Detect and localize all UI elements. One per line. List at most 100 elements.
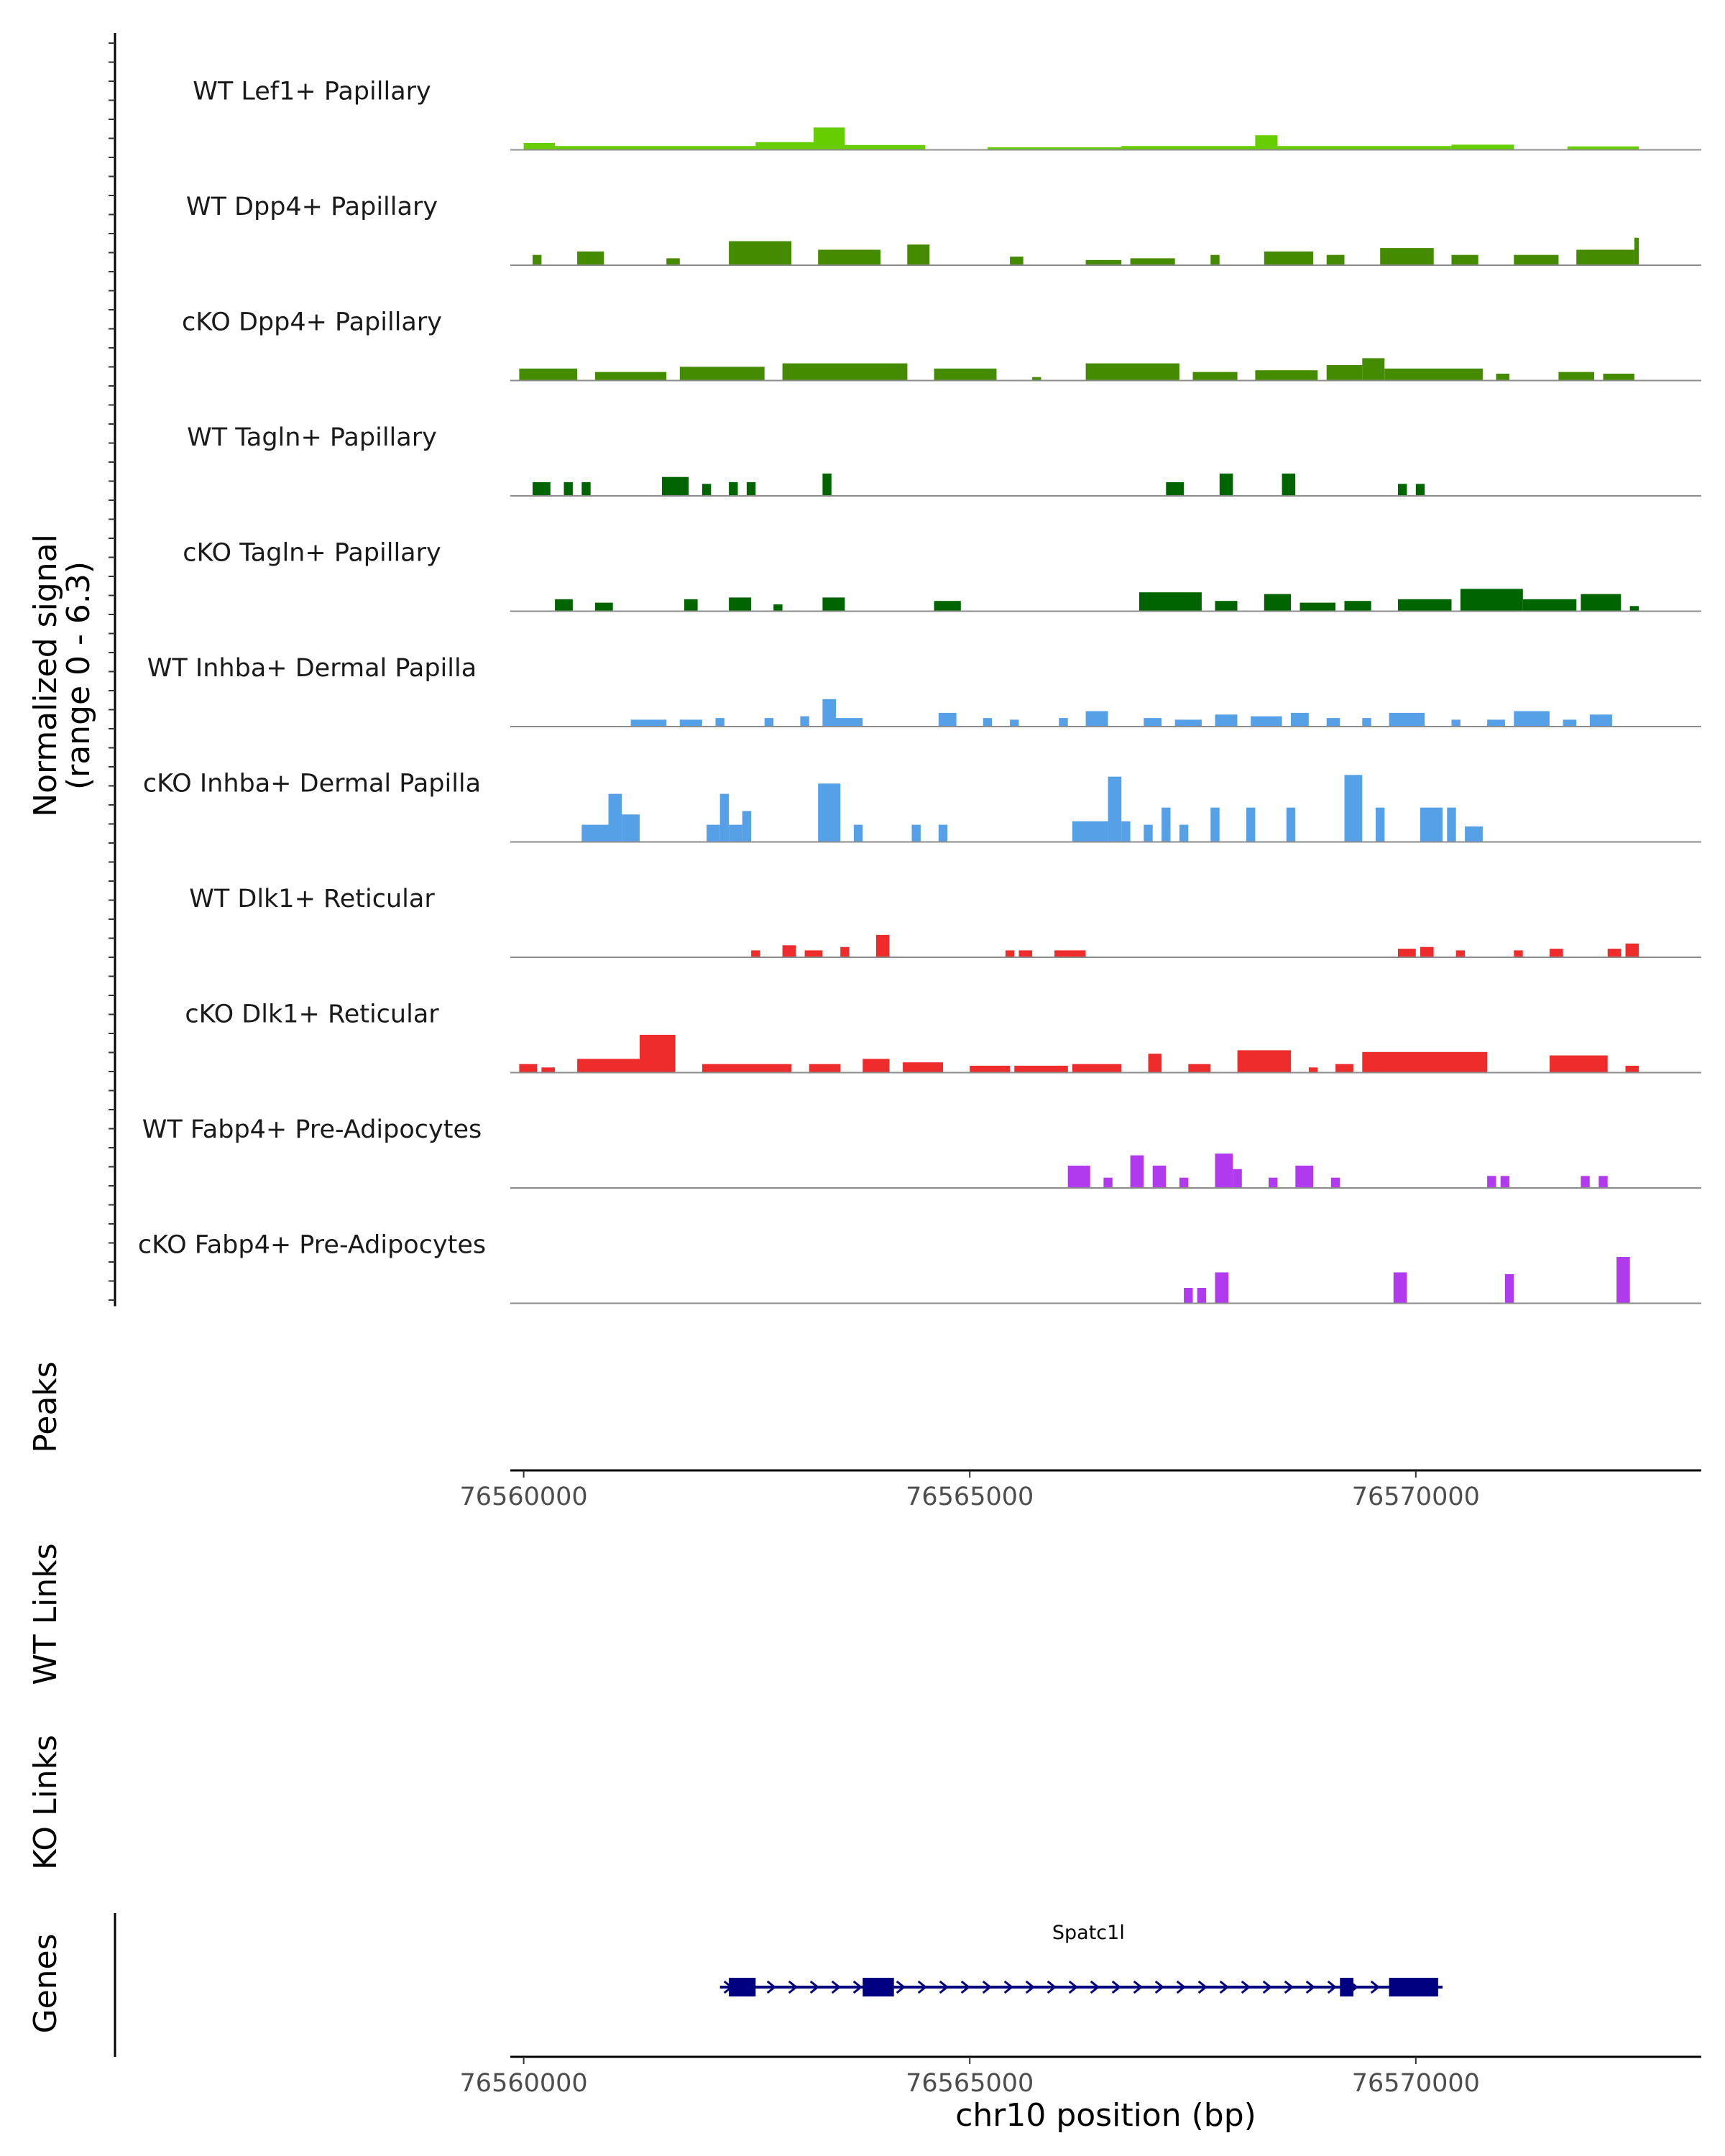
coverage-peak [1634,237,1639,265]
track-6: cKO Inhba+ Dermal Papilla [143,770,1701,843]
coverage-peak [1144,718,1162,727]
coverage-peak [822,473,832,496]
track-7: WT Dlk1+ Reticular [189,885,1701,958]
coverage-peak [1059,718,1068,727]
coverage-peak [1295,1165,1314,1188]
track-label: WT Dlk1+ Reticular [189,885,435,913]
coverage-peak [1625,943,1639,957]
y-label-line1: Normalized signal [27,534,64,817]
coverage-peak [1335,1064,1353,1073]
coverage-peak [679,367,765,381]
coverage-peak [702,484,712,496]
x-tick-label: 76570000 [1352,1483,1480,1511]
coverage-peak [1210,254,1220,265]
coverage-peak [845,144,926,150]
coverage-peak [1514,711,1550,727]
coverage-peak [782,363,908,381]
coverage-peak [1291,712,1309,727]
coverage-peak [581,824,609,842]
coverage-peak [1308,1067,1318,1073]
coverage-peak [541,1067,555,1073]
strand-arrow [1262,1980,1273,1994]
strand-arrow [896,1980,906,1994]
coverage-peak [1188,1064,1211,1073]
coverage-peak [782,945,796,957]
coverage-peak [684,599,698,612]
strand-arrow [982,1980,993,1994]
track-label: WT Lef1+ Papillary [193,78,431,106]
coverage-peak [594,602,613,612]
coverage-peak [809,1064,841,1073]
coverage-peak [1219,473,1233,496]
coverage-peak [764,718,774,727]
x-tick-label: 76570000 [1352,2069,1480,2098]
y-label-line2: (range 0 - 6.3) [60,561,97,790]
coverage-peak [1598,1176,1608,1188]
coverage-peak [862,1059,890,1073]
coverage-peak [907,244,930,265]
coverage-peak [1420,807,1443,842]
coverage-peak [755,142,814,150]
side-track-labels: Peaks WT Links KO Links Genes [27,1361,116,2057]
strand-arrow [917,1980,928,1994]
coverage-peak [1362,1051,1488,1073]
coverage-peak [1380,248,1434,265]
coverage-peak [564,482,573,496]
strand-arrow [788,1980,799,1994]
coverage-peak [1264,594,1291,612]
gene-exon [862,1978,894,1996]
strand-arrow [939,1980,949,1994]
track-9: WT Fabp4+ Pre-Adipocytes [142,1115,1701,1189]
coverage-peak [1514,950,1523,957]
track-label: WT Dpp4+ Papillary [186,193,438,221]
coverage-peak [1504,1273,1514,1304]
coverage-peak [1277,146,1452,150]
coverage-peak [1233,1169,1242,1188]
strand-arrow [1241,1980,1251,1994]
coverage-peak [1326,365,1363,381]
coverage-peak [1455,950,1466,957]
coverage-peak [1215,1272,1229,1304]
coverage-peak [666,258,680,265]
track-label: WT Tagln+ Papillary [187,423,437,452]
track-2: cKO Dpp4+ Papillary [182,308,1701,382]
coverage-peak [1210,807,1220,842]
coverage-peak [1166,482,1184,496]
coverage-peak [519,368,578,381]
gene-exon [729,1978,756,1996]
coverage-peak [719,793,730,842]
track-0: WT Lef1+ Papillary [193,78,1701,151]
coverage-tracks: WT Lef1+ Papillary WT Dpp4+ Papillary cKO … [138,78,1701,1304]
coverage-peak [533,254,542,265]
coverage-peak [729,597,752,612]
coverage-peak [1174,719,1202,727]
coverage-peak [1550,1055,1608,1073]
coverage-peak [1300,602,1336,612]
coverage-peak [1567,146,1639,150]
coverage-peak [707,824,720,842]
track-4: cKO Tagln+ Papillary [183,539,1701,612]
coverage-peak [1581,1176,1590,1188]
coverage-peak [1215,1153,1233,1188]
coverage-peak [1121,821,1131,842]
coverage-peak [746,482,756,496]
coverage-peak [577,251,604,265]
x-tick-label: 76565000 [906,2069,1034,2098]
x-axis-title: chr10 position (bp) [955,2097,1256,2134]
coverage-peak [1326,718,1340,727]
coverage-peak [1139,592,1202,612]
coverage-peak [622,814,640,842]
coverage-peak [938,712,957,727]
coverage-peak [875,934,890,957]
strand-arrow [960,1980,971,1994]
coverage-peak [1108,776,1122,842]
strand-arrow [1025,1980,1036,1994]
coverage-peak [1398,949,1416,957]
x-tick-label: 76560000 [460,2069,588,2098]
coverage-peak [1162,807,1171,842]
coverage-peak [988,147,1122,150]
coverage-peak [1072,821,1108,842]
coverage-peak [1487,1176,1496,1188]
coverage-peak [1460,589,1523,612]
